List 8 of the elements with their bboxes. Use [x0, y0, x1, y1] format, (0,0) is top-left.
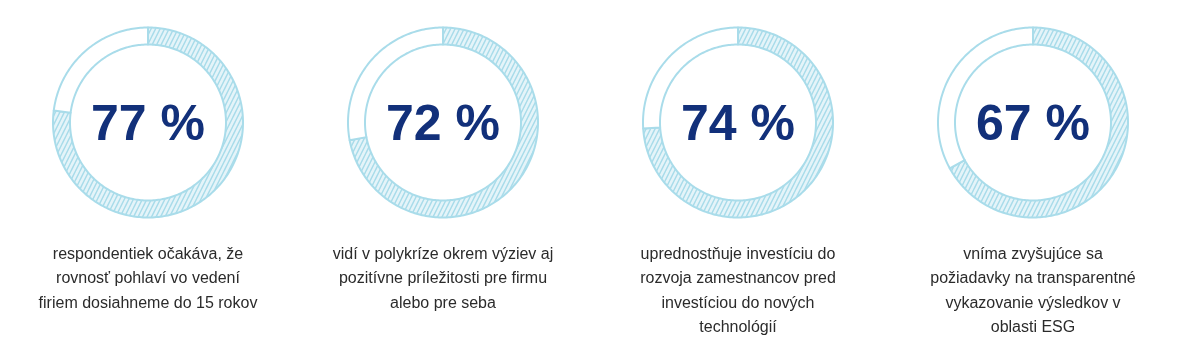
text: 72 % [386, 94, 500, 151]
text: 74 % [681, 94, 795, 151]
text: respondentiek očakáva, že rovnosť pohlaví vo vedení firiem dosiahneme do 15 rokov [38, 244, 258, 311]
text: 77 % [91, 94, 205, 151]
text: 67 % [976, 94, 1090, 151]
text: uprednostňuje investíciu do rozvoja zamestnancov pred investíciou do nových technológií [640, 244, 836, 336]
text: vníma zvyšujúce sa požiadavky na transparentné vykazovanie výsledkov v oblasti ESG [930, 244, 1136, 336]
text: vidí v polykríze okrem výziev aj pozitívne príležitosti pre firmu alebo pre seba [332, 244, 554, 311]
